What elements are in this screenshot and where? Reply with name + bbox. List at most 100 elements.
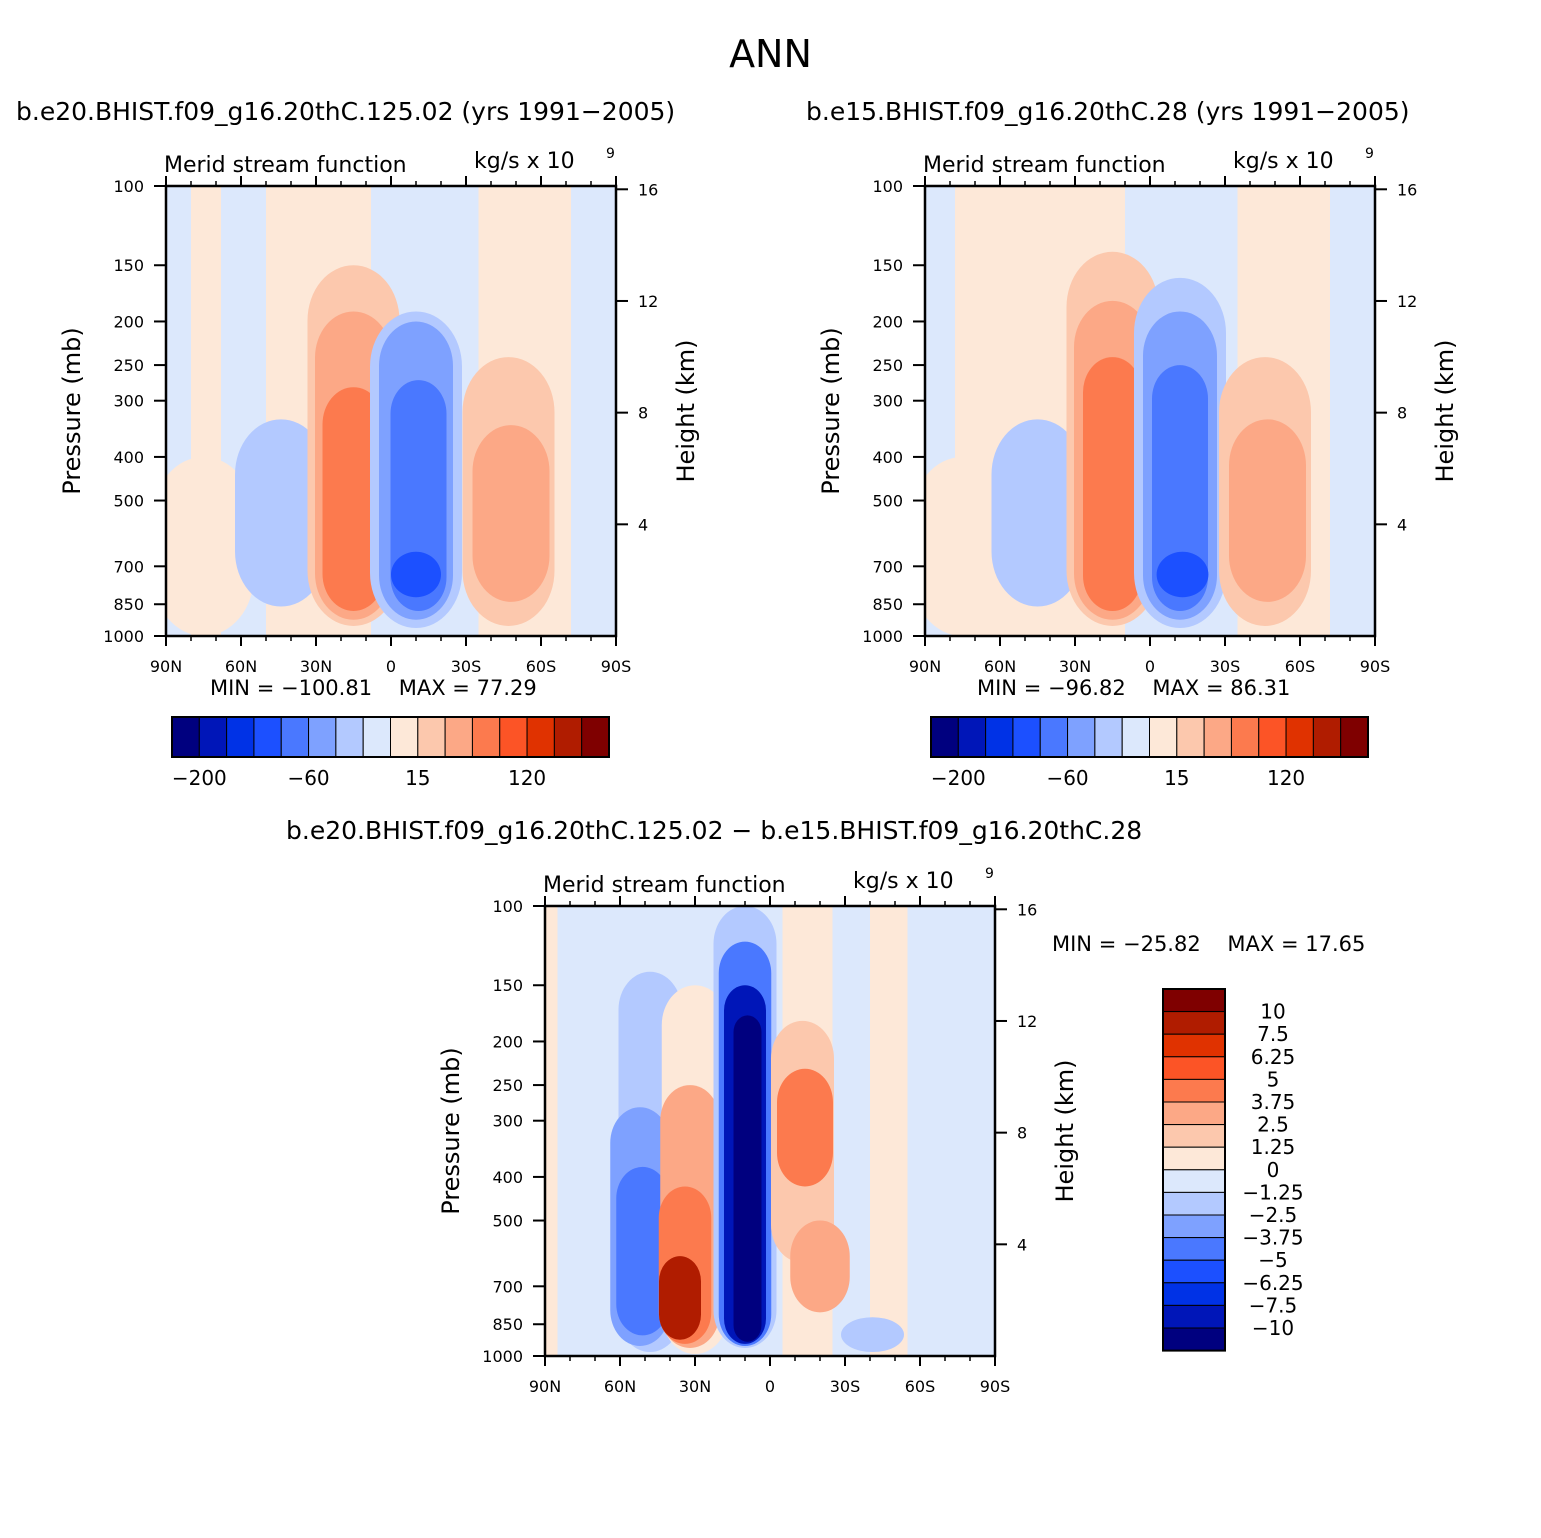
- contour-cell: [391, 551, 441, 598]
- y-tick-label: 500: [492, 1212, 523, 1231]
- panel-2-title: b.e15.BHIST.f09_g16.20thC.28 (yrs 1991−2…: [806, 97, 1410, 126]
- height-tick-label: 16: [1397, 180, 1417, 199]
- colorbar-box: [1162, 1033, 1226, 1058]
- contour-cell: [790, 1220, 850, 1313]
- contour-cell: [1152, 365, 1208, 612]
- colorbar-frame: [171, 716, 610, 758]
- height-tick-label: 8: [638, 404, 648, 423]
- contour-cell: [1229, 419, 1306, 602]
- colorbar-3: 107.56.2553.752.51.250−1.25−2.5−3.75−5−6…: [1162, 988, 1304, 1352]
- diff-panel-title: b.e20.BHIST.f09_g16.20thC.125.02 − b.e15…: [286, 816, 1143, 845]
- colorbar-label: −10: [1252, 1316, 1294, 1340]
- colorbar-label: 15: [405, 766, 430, 790]
- colorbar-label: −200: [931, 766, 986, 790]
- colorbar-box: [1258, 716, 1287, 758]
- height-tick-label: 8: [1017, 1124, 1027, 1143]
- panel-2: 90N 60N 30N 0 30S 60S 90S 100 150 200 250 300 400 500…: [817, 146, 1459, 676]
- background-band: [545, 906, 558, 1356]
- y-tick-label: 250: [492, 1076, 523, 1095]
- y-tick-label: 200: [872, 312, 903, 331]
- y-tick-label: 300: [872, 392, 903, 411]
- y-tick-label: 700: [872, 557, 903, 576]
- y-tick-label: 500: [872, 492, 903, 511]
- y-tick-label: 100: [872, 177, 903, 196]
- min-label: MIN =: [1052, 932, 1117, 956]
- min-value: −96.82: [1047, 676, 1126, 700]
- y-axis-title: Pressure (mb): [58, 327, 86, 494]
- contour-cell: [777, 1068, 833, 1187]
- x-tick-label: 30S: [830, 1377, 861, 1396]
- colorbar-label: 6.25: [1251, 1045, 1296, 1069]
- colorbar-box: [553, 716, 583, 758]
- y-tick-label: 850: [872, 595, 903, 614]
- colorbar-box: [1162, 1124, 1226, 1148]
- x-tick-label: 60S: [905, 1377, 936, 1396]
- y-tick-label: 200: [113, 312, 144, 331]
- colorbar-box: [1094, 716, 1123, 758]
- colorbar-box: [1230, 716, 1260, 758]
- x-tick-label: 90N: [150, 657, 182, 676]
- background-band: [571, 186, 616, 636]
- colorbar-box: [1162, 1237, 1226, 1261]
- colorbar-box: [1176, 716, 1205, 758]
- colorbar-2: −200 −60 15 120: [930, 716, 1369, 790]
- x-tick-label: 30S: [451, 657, 482, 676]
- y-tick-label: 1000: [103, 627, 144, 646]
- y-tick-label: 300: [492, 1112, 523, 1131]
- background-band: [1330, 186, 1375, 636]
- y-axis-title: Pressure (mb): [817, 327, 845, 494]
- contour-cell: [659, 1256, 701, 1340]
- figure-title: ANN: [729, 32, 812, 76]
- colorbar-box: [1149, 716, 1178, 758]
- x-tick-label: 30N: [300, 657, 332, 676]
- colorbar-box: [1162, 1327, 1226, 1352]
- colorbar-label: 1.25: [1251, 1135, 1296, 1159]
- colorbar-box: [1162, 1146, 1226, 1171]
- min-value: −100.81: [280, 676, 373, 700]
- colorbar-box: [1067, 716, 1096, 758]
- panel-3-stats: MIN = −25.82 MAX = 17.65: [1052, 932, 1365, 956]
- colorbar-box: [1162, 1169, 1226, 1193]
- height-tick-label: 4: [638, 515, 648, 534]
- colorbar-box: [1285, 716, 1314, 758]
- height-tick-label: 12: [638, 292, 658, 311]
- colorbar-label: 2.5: [1257, 1113, 1289, 1137]
- colorbar-box: [362, 716, 391, 758]
- y-tick-label: 1000: [482, 1347, 523, 1366]
- colorbar-box: [1162, 1304, 1226, 1329]
- colorbar-label: 120: [1267, 766, 1305, 790]
- max-value: 77.29: [476, 676, 537, 700]
- height-axis-title: Height (km): [1431, 340, 1459, 483]
- contour-cell: [841, 1317, 904, 1353]
- x-tick-label: 0: [386, 657, 396, 676]
- contour-cell: [925, 456, 1013, 636]
- panel-2-stats: MIN = −96.82 MAX = 86.31: [977, 676, 1290, 700]
- units-exponent: 9: [985, 866, 994, 882]
- colorbar-label: −2.5: [1249, 1203, 1298, 1227]
- height-tick-label: 12: [1397, 292, 1417, 311]
- colorbar-label: 7.5: [1257, 1022, 1289, 1046]
- units-exponent: 9: [606, 146, 615, 162]
- contour-cell: [616, 1166, 669, 1336]
- contour-cell: [472, 425, 550, 602]
- x-tick-label: 90N: [529, 1377, 561, 1396]
- max-label: MAX =: [398, 676, 470, 700]
- max-value: 17.65: [1305, 932, 1366, 956]
- x-tick-label: 30N: [1059, 657, 1091, 676]
- colorbar-box: [1162, 1101, 1226, 1126]
- x-tick-label: 60N: [984, 657, 1016, 676]
- y-tick-label: 150: [492, 976, 523, 995]
- units-exponent: 9: [1365, 146, 1374, 162]
- colorbar-label: −3.75: [1242, 1226, 1303, 1250]
- contour-cell: [991, 419, 1084, 607]
- colorbar-box: [1162, 988, 1226, 1013]
- background-band: [870, 906, 908, 1356]
- colorbar-box: [308, 716, 337, 758]
- min-value: −25.82: [1122, 932, 1201, 956]
- y-tick-label: 250: [113, 356, 144, 375]
- x-tick-label: 60N: [225, 657, 257, 676]
- colorbar-label: −60: [287, 766, 329, 790]
- panel-subtitle: Merid stream function: [543, 873, 786, 898]
- y-tick-label: 200: [492, 1032, 523, 1051]
